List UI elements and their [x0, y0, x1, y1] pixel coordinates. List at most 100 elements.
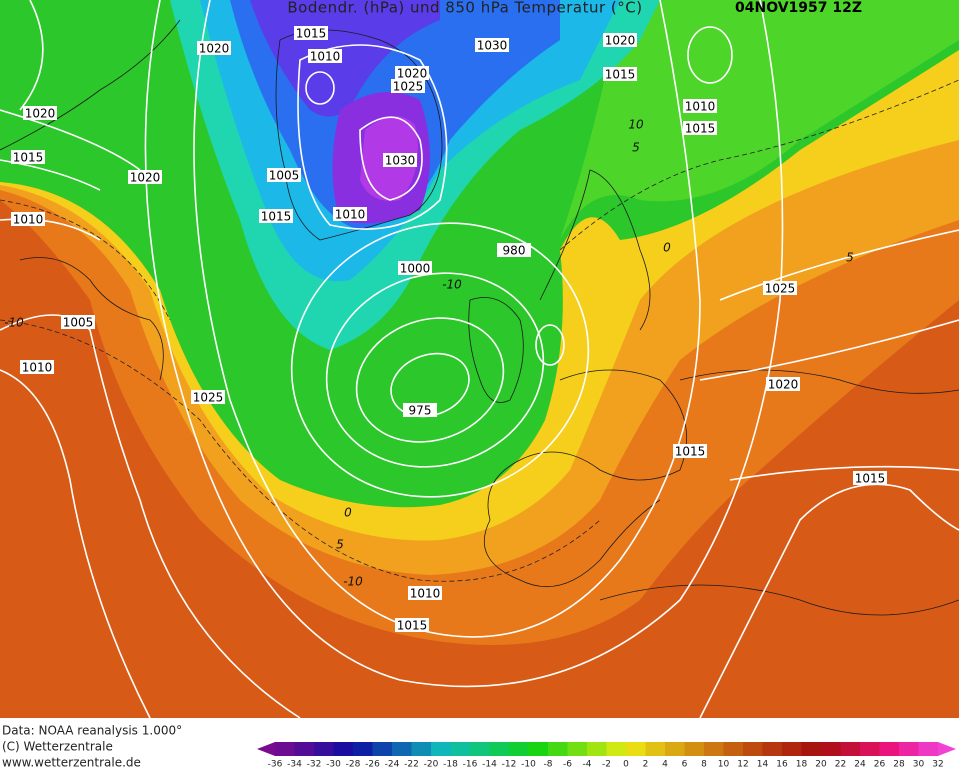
colorbar-tick-label: 32 [932, 760, 943, 770]
isobar-label-box [23, 106, 57, 120]
colorbar-bin [353, 742, 373, 756]
map [0, 0, 959, 719]
colorbar-bin [606, 742, 627, 756]
colorbar-arrow [257, 742, 275, 756]
coastline [0, 19, 181, 381]
isobar-label: 1030 [477, 39, 508, 53]
colorbar-bin [294, 742, 315, 756]
isobar-label: 1025 [765, 282, 796, 296]
map-datetime: 04NOV1957 12Z [735, 0, 862, 16]
colorbar-bin [704, 742, 724, 756]
colorbar-tick-label: 24 [854, 760, 866, 770]
isobar [193, 0, 701, 638]
colorbar-tick-label: -22 [404, 760, 419, 770]
isobar [535, 324, 565, 366]
colorbar-bin [314, 742, 334, 756]
isobar-label-box [308, 49, 342, 63]
colorbar-tick-label: 8 [701, 760, 707, 770]
isobar-label: 1020 [768, 378, 799, 392]
colorbar-tick-label: -10 [521, 760, 536, 770]
isobar-label: 980 [503, 244, 526, 258]
isobar [144, 0, 784, 688]
colorbar-tick-label: 26 [874, 760, 886, 770]
isotherm-label: -10 [442, 278, 462, 292]
coastline [468, 297, 524, 403]
isobar-label: 1015 [13, 151, 44, 165]
isobar-label-box [294, 26, 328, 40]
colorbar-bin [509, 742, 529, 756]
isobars [0, 0, 959, 719]
footer-line: (C) Wetterzentrale [2, 740, 113, 754]
isobar [290, 222, 590, 498]
isotherm-label: 0 [663, 241, 671, 255]
colorbar-tick-label: -24 [385, 760, 400, 770]
map-title: Bodendr. (hPa) und 850 hPa Temperatur (°… [287, 0, 642, 17]
colorbar-bin [665, 742, 685, 756]
colorbar-bin [743, 742, 763, 756]
colorbar-bin [899, 742, 919, 756]
isobar-label-box [61, 315, 95, 329]
temp-zone [560, 0, 959, 240]
isobar-label-box [475, 38, 509, 52]
isobar-label-box [333, 207, 367, 221]
isobar-label-box [11, 150, 45, 164]
isobar-label-box [497, 243, 531, 257]
isobar-label: 1015 [261, 210, 292, 224]
isobar-label: 1010 [685, 100, 716, 114]
isobar-label: 1010 [335, 208, 366, 222]
colorbar-bin [470, 742, 490, 756]
isotherm-label: 10 [628, 118, 644, 132]
isobar-label: 1010 [310, 50, 341, 64]
isobar-label-box [763, 281, 797, 295]
colorbar-bin [392, 742, 412, 756]
colorbar-bin [587, 742, 607, 756]
colorbar-tick-label: -2 [602, 760, 611, 770]
colorbar-tick-label: 20 [815, 760, 827, 770]
isobar-label: 1020 [130, 171, 161, 185]
isobar [390, 352, 470, 418]
isobar-label: 1010 [13, 213, 44, 227]
colorbar-bin [840, 742, 861, 756]
isobar [687, 26, 733, 84]
colorbar-bin [431, 742, 451, 756]
colorbar-tick-label: -16 [463, 760, 478, 770]
colorbar-tick-label: -18 [443, 760, 458, 770]
isobar-label: 1005 [269, 169, 300, 183]
isobar-label: 1015 [855, 472, 886, 486]
isobar-label: 1020 [199, 42, 230, 56]
isobar-label: 1020 [605, 34, 636, 48]
colorbar-bin [723, 742, 744, 756]
footer-line: www.wetterzentrale.de [2, 756, 141, 770]
colorbar-tick-label: -4 [583, 760, 592, 770]
colorbar-bin [450, 742, 471, 756]
colorbar-tick-label: 28 [893, 760, 905, 770]
colorbar-tick-label: -14 [482, 760, 497, 770]
colorbar-bin [489, 742, 510, 756]
colorbar-tick-label: -20 [424, 760, 439, 770]
colorbar-tick-label: 30 [913, 760, 925, 770]
isobar-label: 975 [409, 404, 432, 418]
isobar-label: 1025 [193, 391, 224, 405]
isobar-label-box [683, 121, 717, 135]
isobar-label-box [398, 261, 432, 275]
isobar-label-box [259, 209, 293, 223]
colorbar-bin [801, 742, 822, 756]
colorbar-bin [821, 742, 841, 756]
colorbar-tick-label: -30 [326, 760, 341, 770]
colorbar-tick-label: 22 [835, 760, 846, 770]
isobar-label-box [603, 33, 637, 47]
colorbar-tick-label: 18 [796, 760, 808, 770]
isotherm-label: -10 [343, 575, 363, 589]
isobar-label-box [408, 586, 442, 600]
colorbar-tick-label: 0 [623, 760, 629, 770]
colorbar-tick-label: -8 [544, 760, 553, 770]
isobar-label-box [391, 79, 425, 93]
isobar-label: 1015 [685, 122, 716, 136]
colorbar-bin [645, 742, 666, 756]
isotherm-label: 5 [846, 251, 854, 265]
isobar-label-box [673, 444, 707, 458]
isobar [699, 229, 959, 719]
isobar-label: 1020 [25, 107, 56, 121]
isobar-label-box [383, 153, 417, 167]
colorbar-bin [918, 742, 939, 756]
